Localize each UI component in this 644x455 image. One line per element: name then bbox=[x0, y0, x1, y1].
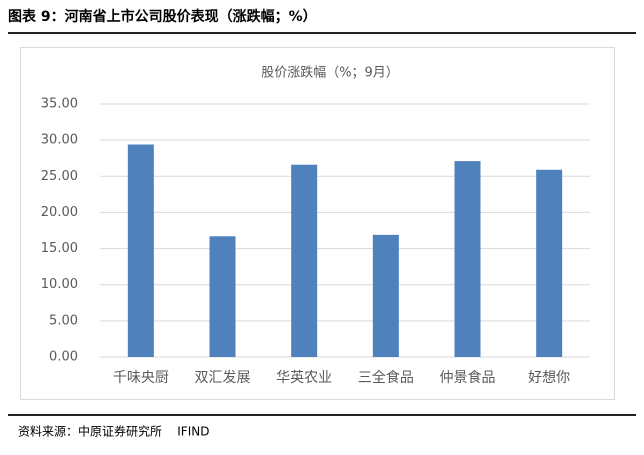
bar bbox=[536, 169, 563, 357]
y-tick-label: 35.00 bbox=[41, 97, 78, 112]
y-tick-label: 25.00 bbox=[41, 169, 78, 184]
x-tick-label: 华英农业 bbox=[276, 369, 332, 386]
x-tick-label: 仲景食品 bbox=[440, 369, 496, 386]
bar bbox=[372, 234, 399, 357]
bar bbox=[291, 164, 318, 357]
x-tick-label: 双汇发展 bbox=[195, 370, 251, 386]
bar bbox=[209, 236, 236, 357]
y-tick-label: 10.00 bbox=[41, 277, 78, 292]
y-tick-label: 5.00 bbox=[49, 313, 78, 328]
y-tick-label: 15.00 bbox=[41, 241, 78, 256]
x-tick-label: 三全食品 bbox=[358, 369, 414, 386]
bar bbox=[454, 161, 481, 357]
x-tick-label: 千味央厨 bbox=[113, 370, 169, 386]
y-tick-label: 0.00 bbox=[49, 350, 78, 365]
chart-frame bbox=[20, 47, 615, 400]
y-tick-label: 30.00 bbox=[41, 133, 78, 148]
figure-title: 图表 9：河南省上市公司股价表现（涨跌幅；%） bbox=[8, 8, 317, 25]
chart-title: 股价涨跌幅（%；9月） bbox=[261, 65, 399, 81]
source-note: 资料来源：中原证券研究所 IFIND bbox=[18, 424, 209, 439]
x-tick-label: 好想你 bbox=[528, 370, 570, 386]
bar bbox=[127, 144, 154, 357]
y-tick-label: 20.00 bbox=[41, 205, 78, 220]
